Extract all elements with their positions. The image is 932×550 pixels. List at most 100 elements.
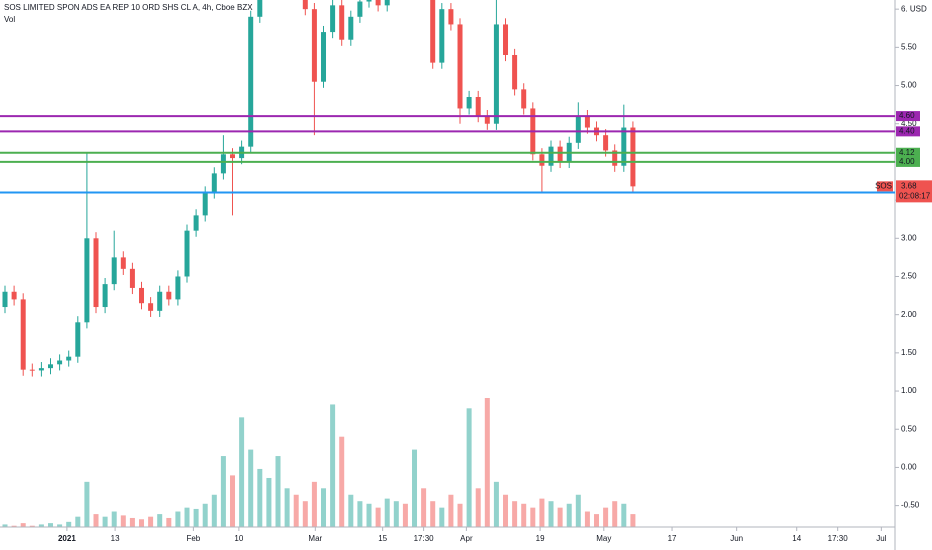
volume-bar — [257, 468, 263, 527]
candle-body — [193, 215, 199, 231]
volume-bar — [57, 524, 63, 527]
volume-bar — [275, 456, 281, 527]
candle-body — [129, 268, 135, 288]
volume-bar — [402, 503, 408, 527]
candle-body — [211, 173, 217, 193]
volume-bar — [11, 525, 17, 527]
candle-body — [29, 369, 35, 371]
candle-body — [548, 146, 554, 166]
candle-body — [357, 1, 363, 17]
candle-body — [457, 24, 463, 109]
candle-body — [539, 154, 545, 166]
candle-body — [175, 276, 181, 300]
candle-body — [139, 287, 145, 304]
volume-bar — [66, 521, 72, 527]
y-tick-label: -0.50 — [901, 501, 920, 510]
volume-bar — [512, 501, 518, 527]
y-tick-label: 0.00 — [901, 463, 917, 472]
volume-bar — [148, 516, 154, 527]
x-tick-label: Jun — [730, 534, 743, 543]
candle-body — [621, 127, 627, 166]
candle-body — [503, 24, 509, 55]
volume-bar — [475, 488, 481, 527]
volume-bar — [421, 488, 427, 527]
candle-body — [603, 135, 609, 151]
volume-bar — [484, 398, 490, 527]
volume-bar — [348, 494, 354, 527]
last-price-label: 3.68 — [901, 181, 917, 190]
candle-body — [466, 96, 472, 109]
candle-body — [557, 146, 563, 162]
volume-bar — [266, 477, 272, 527]
volume-bar — [393, 501, 399, 527]
volume-bar — [84, 481, 90, 527]
level-label: 4.40 — [899, 126, 915, 135]
candle-body — [257, 0, 263, 17]
level-tag — [896, 156, 920, 167]
countdown: 02:08:17 — [899, 191, 931, 200]
volume-bar — [584, 511, 590, 527]
volume-bar — [202, 503, 208, 527]
candle-body — [248, 16, 254, 147]
volume-bar — [302, 501, 308, 527]
last-price-symbol: SOS — [875, 181, 892, 190]
level-tag — [896, 147, 920, 158]
volume-bar — [575, 494, 581, 527]
candle-body — [120, 257, 126, 269]
volume-bar — [339, 436, 345, 527]
volume-bar — [548, 501, 554, 527]
candle-body — [484, 116, 490, 124]
candle-body — [430, 0, 436, 63]
candle-body — [38, 368, 44, 371]
candle-body — [93, 238, 99, 308]
volume-bar — [184, 507, 190, 527]
volume-bar — [357, 501, 363, 527]
volume-bar — [211, 494, 217, 527]
x-tick-label: 2021 — [58, 534, 76, 543]
x-tick-label: 17 — [668, 534, 677, 543]
level-label: 4.12 — [899, 148, 915, 157]
y-tick-label: 5.00 — [901, 81, 917, 90]
last-price-tag — [896, 180, 932, 203]
candle-body — [184, 230, 190, 277]
volume-bar — [612, 501, 618, 527]
volume-bar — [503, 494, 509, 527]
y-tick-label: 4.50 — [901, 119, 917, 128]
volume-bar — [175, 511, 181, 527]
volume-bar — [102, 516, 108, 527]
volume-bar — [557, 507, 563, 527]
candle-body — [157, 291, 163, 311]
candle-body — [384, 0, 390, 6]
y-tick-label: 2.00 — [901, 310, 917, 319]
candle-body — [448, 9, 454, 25]
volume-bar — [48, 523, 54, 527]
candle-body — [375, 0, 381, 6]
y-tick-label: 3.00 — [901, 233, 917, 242]
volume-bar — [29, 525, 35, 527]
x-tick-label: May — [596, 534, 611, 543]
x-tick-label: 15 — [378, 534, 387, 543]
y-tick-label: 2.50 — [901, 272, 917, 281]
y-tick-label: 0.50 — [901, 424, 917, 433]
volume-bar — [193, 508, 199, 527]
candle-body — [311, 9, 317, 82]
candle-body — [348, 16, 354, 40]
candle-body — [166, 291, 172, 300]
candle-body — [148, 303, 154, 311]
x-tick-label: Apr — [460, 534, 473, 543]
candle-body — [220, 154, 226, 174]
x-tick-label: Mar — [308, 534, 322, 543]
volume-bar — [457, 503, 463, 527]
volume-bar — [93, 514, 99, 527]
candle-body — [330, 5, 336, 33]
volume-bar — [603, 507, 609, 527]
x-tick-label: 13 — [111, 534, 120, 543]
volume-bar — [293, 494, 299, 527]
volume-bar — [412, 449, 418, 527]
volume-bar — [248, 449, 254, 527]
candle-body — [339, 5, 345, 40]
plot-area — [2, 0, 636, 527]
volume-bar — [311, 481, 317, 527]
x-tick-label: 17:30 — [414, 534, 435, 543]
